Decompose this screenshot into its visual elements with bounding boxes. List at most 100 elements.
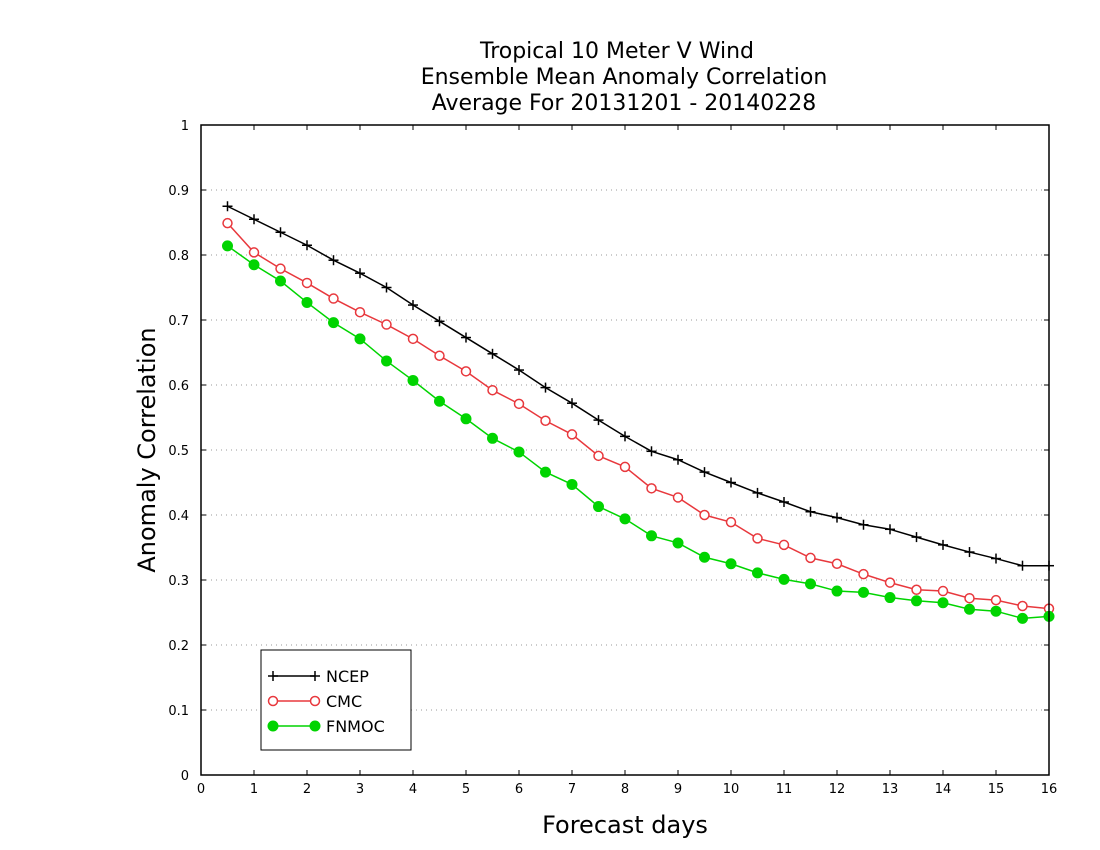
x-tick-label-2: 2 <box>303 782 311 797</box>
point-ncep-30 <box>1017 560 1028 571</box>
point-ncep-12 <box>540 382 551 393</box>
point-ncep-28 <box>964 547 975 558</box>
x-tick-label-11: 11 <box>776 782 793 797</box>
point-ncep-22 <box>805 506 816 517</box>
point-cmc-22 <box>805 552 816 564</box>
x-tick-label-4: 4 <box>409 782 417 797</box>
x-tick-label-12: 12 <box>829 782 846 797</box>
x-axis-ticks: 0 1 2 3 4 5 6 7 8 9 10 11 12 13 14 15 16 <box>197 125 1057 797</box>
x-tick-label-10: 10 <box>723 782 740 797</box>
point-cmc-30 <box>1017 600 1028 612</box>
point-fnmoc-28 <box>964 603 975 615</box>
point-cmc-17 <box>672 492 684 503</box>
point-fnmoc-19 <box>725 558 737 570</box>
x-tick-label-9: 9 <box>674 782 682 797</box>
series-ncep <box>222 201 1054 571</box>
point-ncep-2 <box>275 227 286 238</box>
series-fnmoc <box>222 240 1055 624</box>
point-cmc-10 <box>487 384 498 396</box>
legend-marker-end <box>309 720 321 732</box>
x-tick-label-3: 3 <box>356 782 364 797</box>
point-fnmoc-25 <box>884 592 896 604</box>
point-ncep-26 <box>911 532 922 543</box>
point-fnmoc-21 <box>778 573 790 585</box>
point-cmc-7 <box>407 333 419 345</box>
legend-marker-start <box>267 720 279 732</box>
point-cmc-26 <box>911 584 922 595</box>
x-tick-label-7: 7 <box>568 782 576 797</box>
point-fnmoc-9 <box>460 413 472 425</box>
point-cmc-2 <box>275 263 286 274</box>
y-axis-ticks: 0 0.1 0.2 0.3 0.4 0.5 0.6 0.7 0.8 0.9 1 <box>168 119 1049 784</box>
point-cmc-28 <box>964 592 975 604</box>
point-ncep-18 <box>699 467 710 478</box>
point-ncep-16 <box>646 446 657 457</box>
x-tick-label-15: 15 <box>988 782 1005 797</box>
y-tick-label-10: 1 <box>181 119 189 134</box>
legend: NCEP CMC FNMOC <box>260 649 412 751</box>
point-cmc-1 <box>248 247 260 258</box>
chart-title: Tropical 10 Meter V Wind Ensemble Mean A… <box>421 39 828 116</box>
point-cmc-4 <box>328 293 339 304</box>
point-ncep-9 <box>461 332 471 343</box>
point-ncep-29 <box>991 553 1001 564</box>
point-cmc-14 <box>593 450 604 462</box>
x-tick-label-16: 16 <box>1041 782 1058 797</box>
legend-item-fnmoc: FNMOC <box>267 717 385 736</box>
x-tick-label-13: 13 <box>882 782 899 797</box>
point-fnmoc-14 <box>593 501 604 513</box>
legend-marker-end <box>310 671 320 681</box>
point-ncep-3 <box>302 240 312 251</box>
point-cmc-29 <box>990 594 1002 606</box>
point-fnmoc-30 <box>1017 612 1028 624</box>
point-cmc-18 <box>699 509 710 521</box>
series-line-fnmoc <box>227 245 1050 620</box>
point-fnmoc-1 <box>248 259 260 271</box>
point-cmc-9 <box>460 366 472 377</box>
point-fnmoc-27 <box>937 597 949 609</box>
x-tick-label-8: 8 <box>621 782 629 797</box>
point-ncep-13 <box>567 398 577 409</box>
point-fnmoc-16 <box>646 530 657 542</box>
legend-box <box>260 649 412 751</box>
y-tick-label-2: 0.2 <box>168 639 189 654</box>
point-ncep-0 <box>222 201 233 212</box>
series-layer <box>222 201 1055 624</box>
legend-marker-start <box>268 671 278 681</box>
point-cmc-16 <box>646 483 657 494</box>
point-ncep-19 <box>726 477 736 488</box>
y-tick-label-3: 0.3 <box>168 574 189 589</box>
y-tick-label-0: 0 <box>181 769 189 784</box>
legend-marker-start <box>267 695 279 707</box>
series-line-cmc <box>226 222 1050 610</box>
legend-label: FNMOC <box>326 717 385 736</box>
point-fnmoc-26 <box>911 595 922 607</box>
point-fnmoc-10 <box>487 432 498 444</box>
point-cmc-24 <box>858 568 869 580</box>
legend-label: NCEP <box>326 667 369 686</box>
y-tick-label-4: 0.4 <box>168 509 189 524</box>
legend-marker-end <box>309 695 321 707</box>
point-cmc-19 <box>725 516 737 528</box>
point-ncep-24 <box>858 519 869 530</box>
point-ncep-21 <box>779 497 789 507</box>
x-tick-label-1: 1 <box>250 782 258 797</box>
point-fnmoc-29 <box>990 605 1002 617</box>
series-cmc <box>222 217 1055 614</box>
point-ncep-6 <box>381 282 392 293</box>
point-fnmoc-17 <box>672 537 684 549</box>
point-ncep-8 <box>434 316 445 327</box>
x-tick-label-6: 6 <box>515 782 523 797</box>
y-axis-label: Anomaly Correlation <box>133 327 161 572</box>
point-cmc-27 <box>937 585 949 597</box>
y-tick-label-8: 0.8 <box>168 249 189 264</box>
point-ncep-27 <box>938 539 948 550</box>
point-ncep-25 <box>885 524 895 535</box>
y-tick-label-6: 0.6 <box>168 379 189 394</box>
point-cmc-25 <box>884 577 896 588</box>
point-fnmoc-0 <box>222 240 233 252</box>
point-ncep-20 <box>752 487 763 498</box>
point-fnmoc-12 <box>540 466 551 478</box>
point-cmc-6 <box>381 319 392 330</box>
